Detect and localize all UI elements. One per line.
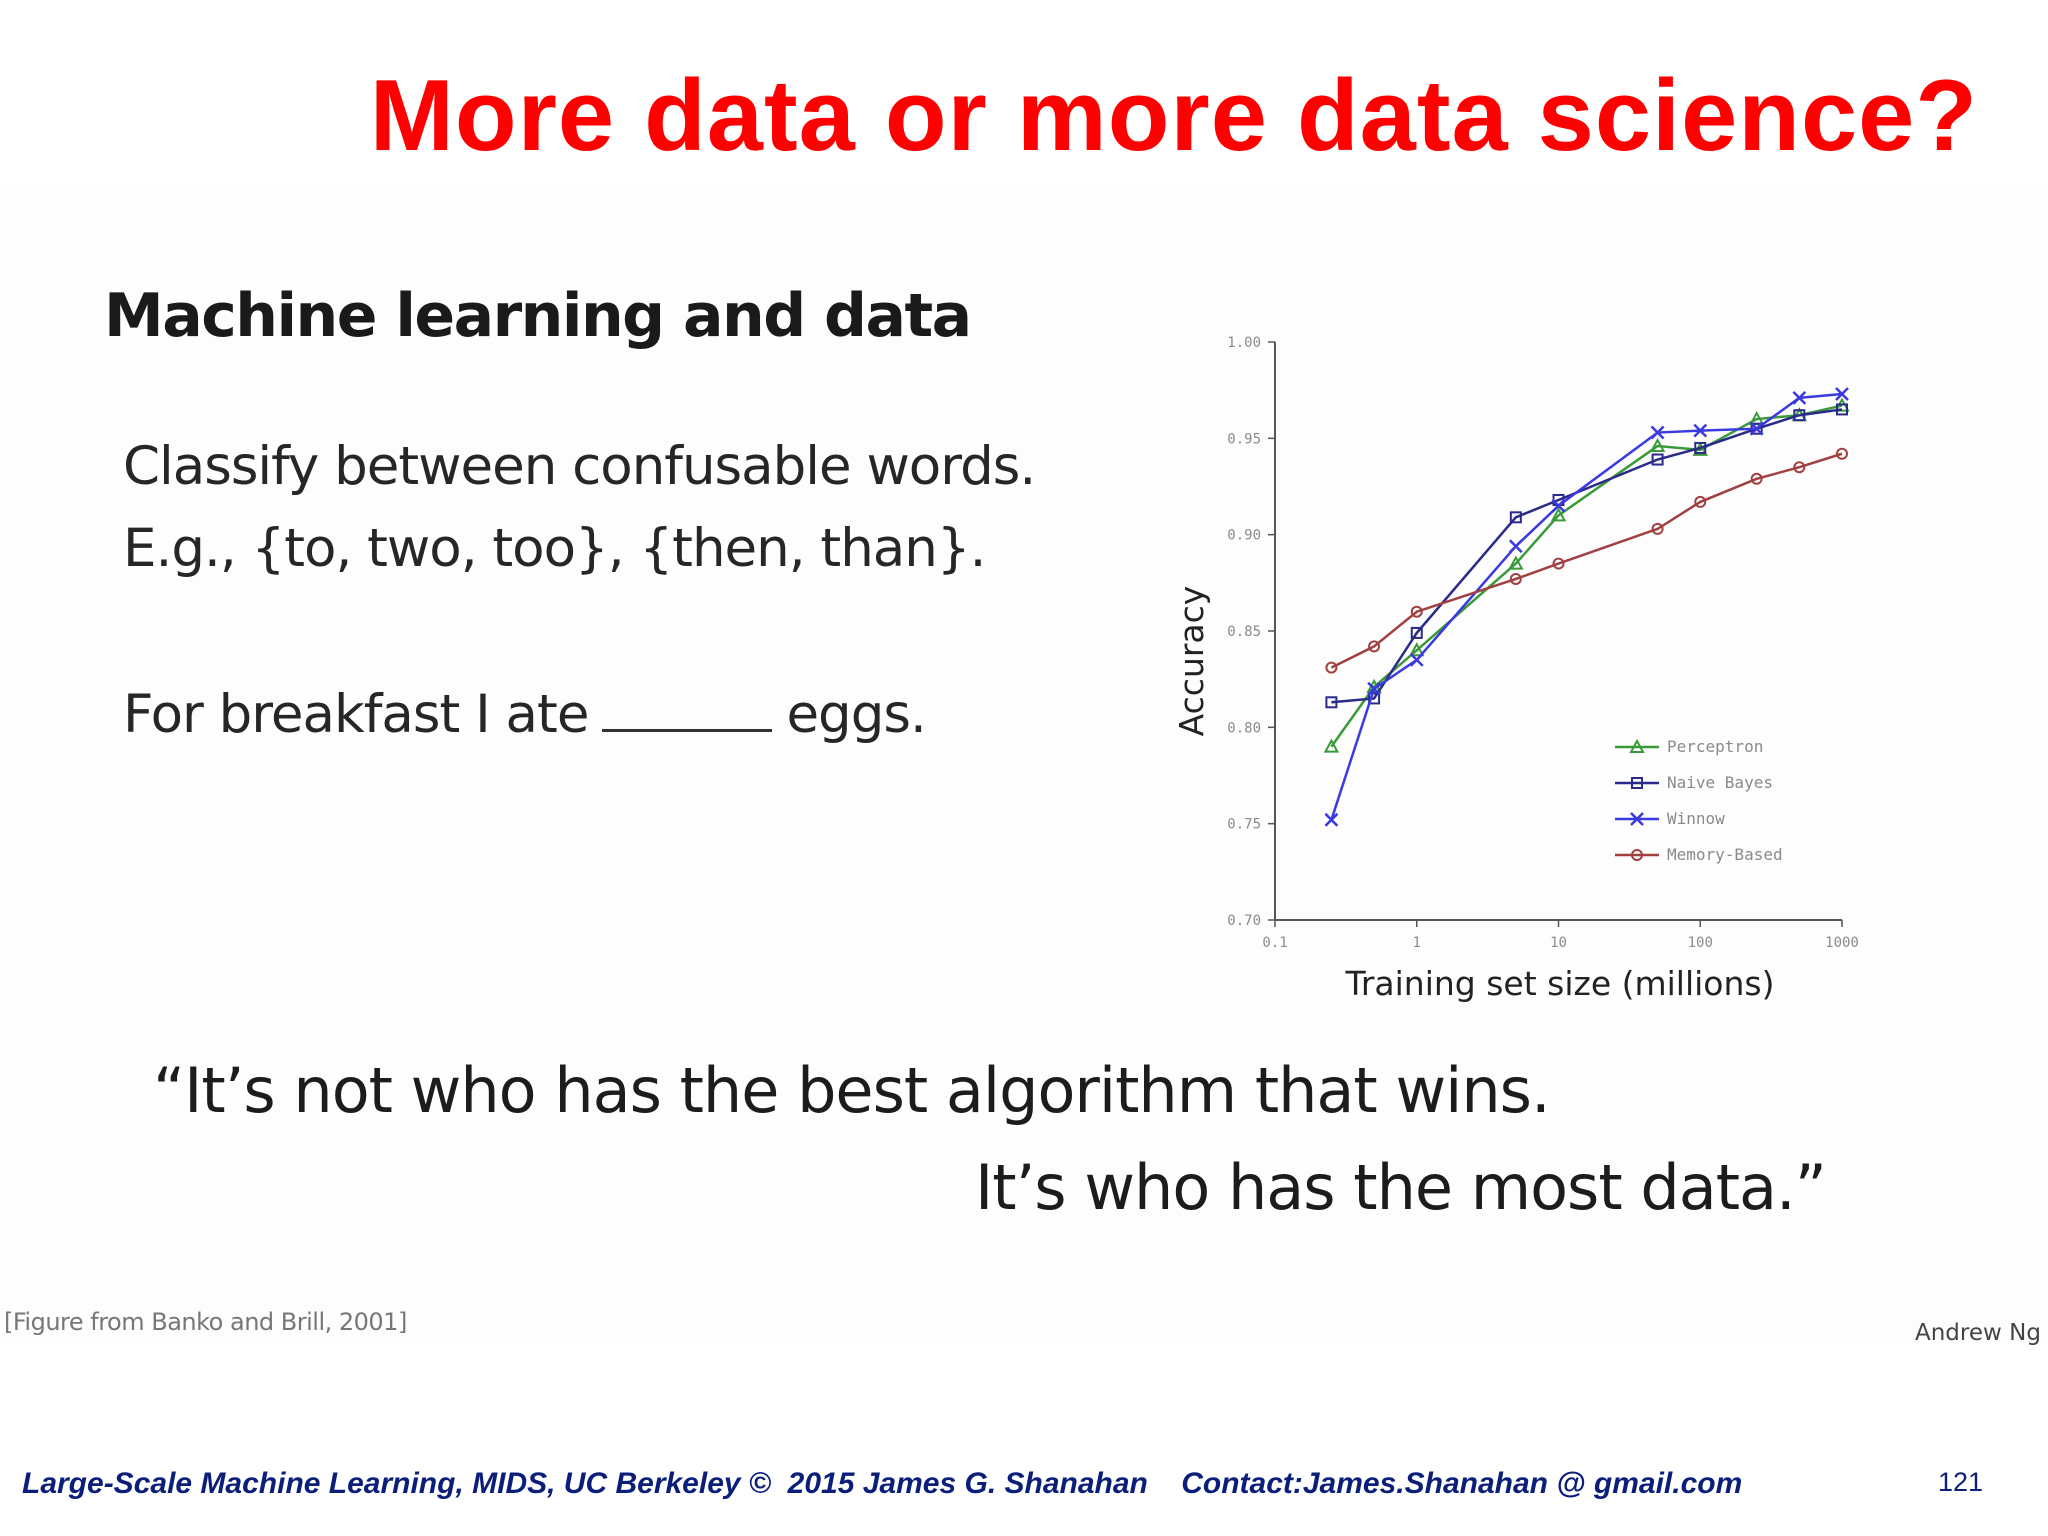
y-tick-label: 0.75 [1227, 817, 1261, 833]
series-line-winnow [1330, 392, 1843, 821]
data-point-winnow [1508, 539, 1523, 554]
data-point-winnow [1749, 421, 1764, 436]
data-point-naive-bayes [1509, 511, 1522, 524]
x-tick-label: 10 [1550, 935, 1567, 951]
x-axis-label: Training set size (millions) [1345, 964, 1775, 1003]
legend-marker-winnow [1630, 812, 1644, 826]
data-point-memory-based [1410, 605, 1423, 618]
data-point-perceptron [1508, 555, 1524, 570]
data-point-memory-based [1793, 461, 1806, 474]
data-point-naive-bayes [1651, 453, 1664, 466]
x-tick-label: 100 [1688, 935, 1713, 951]
footer-text: Large-Scale Machine Learning, MIDS, UC B… [22, 1467, 1743, 1500]
example-prefix: For breakfast I ate [123, 684, 589, 745]
attribution: Andrew Ng [1915, 1320, 2041, 1346]
data-point-winnow [1409, 653, 1424, 667]
data-point-naive-bayes [1368, 692, 1381, 705]
data-point-naive-bayes [1410, 626, 1423, 639]
y-tick-label: 0.95 [1227, 431, 1261, 447]
data-point-memory-based [1368, 640, 1381, 653]
page-number: 121 [1938, 1467, 1984, 1497]
data-point-memory-based [1694, 495, 1707, 508]
data-point-winnow [1367, 681, 1381, 696]
data-point-naive-bayes [1325, 696, 1338, 709]
y-tick-label: 0.85 [1227, 624, 1261, 640]
x-tick-label: 1000 [1825, 935, 1859, 951]
data-point-winnow [1551, 498, 1566, 513]
data-point-perceptron [1649, 437, 1666, 453]
data-point-perceptron [1409, 642, 1425, 657]
legend-marker-memory-based [1631, 849, 1643, 861]
fill-in-blank [602, 689, 773, 732]
body-line-2: E.g., {to, two, too}, {then, than}. [123, 518, 986, 579]
data-point-naive-bayes [1836, 403, 1848, 416]
y-tick-label: 0.70 [1227, 913, 1261, 929]
figure-citation: [Figure from Banko and Brill, 2001] [4, 1308, 407, 1336]
y-tick-label: 1.00 [1227, 335, 1261, 351]
x-tick-label: 0.1 [1262, 935, 1287, 951]
data-point-memory-based [1509, 572, 1522, 585]
data-point-naive-bayes [1793, 409, 1806, 422]
example-sentence: For breakfast I ate eggs. [123, 688, 927, 741]
series-line-naive-bayes [1331, 408, 1843, 704]
data-point-winnow [1693, 423, 1708, 438]
x-tick-label: 1 [1413, 935, 1421, 951]
series-line-memory-based [1330, 452, 1843, 669]
data-point-memory-based [1651, 522, 1664, 535]
legend-marker-perceptron [1629, 738, 1645, 753]
example-suffix: eggs. [786, 684, 926, 745]
y-tick-label: 0.80 [1227, 720, 1261, 736]
legend-label-perceptron: Perceptron [1667, 737, 1763, 756]
data-point-memory-based [1325, 661, 1338, 674]
data-point-memory-based [1750, 472, 1763, 485]
content-panel [0, 190, 2048, 1345]
data-point-winnow [1835, 387, 1849, 401]
data-point-winnow [1792, 390, 1807, 405]
data-point-winnow [1324, 812, 1339, 827]
legend-label-winnow: Winnow [1667, 809, 1725, 828]
legend-marker-naive-bayes [1631, 777, 1643, 789]
data-point-perceptron [1323, 738, 1340, 753]
data-point-memory-based [1836, 447, 1848, 460]
legend-label-memory-based: Memory-Based [1667, 845, 1783, 864]
data-point-memory-based [1552, 557, 1565, 570]
slide-title: More data or more data science? [369, 60, 1978, 172]
quote-line-2: It’s who has the most data.” [975, 1151, 1827, 1224]
legend-label-naive-bayes: Naive Bayes [1667, 773, 1773, 792]
data-point-winnow [1650, 425, 1665, 440]
body-line-1: Classify between confusable words. [123, 436, 1036, 497]
y-axis-label: Accuracy [1172, 586, 1211, 737]
data-point-naive-bayes [1694, 441, 1707, 454]
quote-line-1: “It’s not who has the best algorithm tha… [153, 1054, 1551, 1127]
data-point-perceptron [1550, 507, 1567, 522]
series-line-perceptron [1330, 404, 1843, 748]
y-tick-label: 0.90 [1227, 528, 1261, 544]
section-heading: Machine learning and data [104, 281, 972, 351]
accuracy-chart: 0.70 0.75 0.80 0.85 0.90 0.95 1.00 0.1 1 10 100 100… [1172, 335, 1859, 1003]
